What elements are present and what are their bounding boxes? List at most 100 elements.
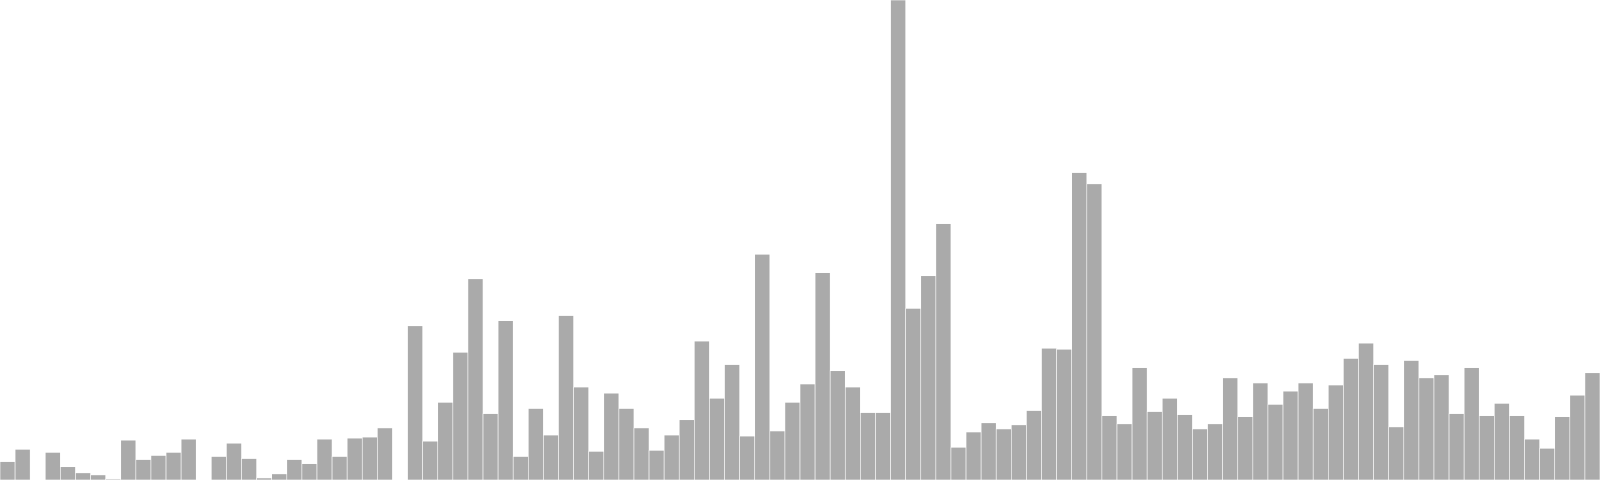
bar-39 — [588, 451, 605, 480]
bar-8 — [120, 439, 137, 480]
bar-79 — [1192, 428, 1208, 480]
bar-87 — [1312, 408, 1329, 480]
bar-31 — [467, 278, 484, 480]
bar-21 — [316, 438, 333, 480]
bar-23 — [346, 437, 363, 480]
bar-37 — [558, 315, 574, 480]
bar-67 — [1011, 424, 1027, 480]
bar-85 — [1282, 390, 1299, 480]
bar-11 — [165, 452, 182, 480]
bar-34 — [512, 456, 529, 480]
bar-55 — [829, 370, 846, 480]
bar-70 — [1056, 348, 1072, 480]
bar-25 — [377, 427, 393, 480]
bar-59 — [890, 0, 906, 480]
bar-48 — [724, 364, 740, 480]
bar-1 — [14, 449, 31, 480]
bar-66 — [995, 428, 1012, 480]
bar-15 — [226, 442, 242, 480]
bar-84 — [1267, 404, 1284, 480]
bar-103 — [1554, 416, 1571, 480]
bar-44 — [663, 434, 680, 480]
bar-19 — [286, 459, 303, 480]
bar-10 — [150, 455, 167, 480]
bar-54 — [814, 272, 831, 480]
bar-0 — [0, 461, 16, 480]
bar-5 — [75, 472, 91, 480]
bar-6 — [90, 474, 106, 480]
bar-40 — [603, 392, 620, 480]
bar-41 — [618, 408, 635, 480]
bar-96 — [1448, 413, 1465, 480]
bar-32 — [482, 413, 499, 480]
bar-12 — [180, 438, 197, 480]
bar-81 — [1222, 377, 1239, 480]
bar-104 — [1569, 394, 1586, 480]
bar-75 — [1131, 367, 1148, 480]
bar-74 — [1116, 423, 1133, 480]
bar-101 — [1524, 438, 1540, 480]
bar-78 — [1177, 414, 1193, 480]
bar-105 — [1584, 372, 1600, 480]
bar-3 — [44, 452, 61, 480]
bar-33 — [497, 320, 514, 480]
bar-28 — [422, 440, 439, 480]
bar-100 — [1509, 415, 1525, 480]
bar-35 — [527, 408, 544, 480]
bar-94 — [1418, 377, 1435, 480]
bar-30 — [452, 352, 469, 480]
bar-69 — [1041, 347, 1057, 480]
bar-24 — [361, 436, 378, 480]
bar-97 — [1463, 367, 1480, 480]
bar-64 — [965, 431, 982, 480]
bar-9 — [135, 459, 152, 480]
bar-42 — [633, 427, 650, 480]
bar-49 — [739, 435, 756, 480]
bar-45 — [678, 419, 695, 480]
bar-65 — [980, 422, 997, 480]
bar-43 — [648, 450, 665, 480]
bar-46 — [694, 340, 710, 480]
bar-90 — [1358, 342, 1374, 480]
bar-88 — [1328, 384, 1344, 480]
bar-56 — [844, 386, 861, 480]
bar-57 — [860, 412, 876, 480]
bar-16 — [241, 458, 257, 480]
bar-14 — [211, 456, 227, 480]
bar-91 — [1373, 364, 1389, 480]
bar-71 — [1071, 172, 1088, 480]
bar-86 — [1297, 382, 1314, 480]
bar-51 — [769, 430, 786, 480]
bar-61 — [920, 275, 937, 480]
bar-82 — [1237, 416, 1254, 480]
bar-22 — [331, 456, 348, 480]
bar-29 — [437, 402, 454, 480]
bar-77 — [1161, 397, 1178, 480]
bar-53 — [799, 383, 816, 480]
bar-36 — [543, 434, 559, 480]
bar-98 — [1478, 415, 1495, 480]
bar-68 — [1026, 410, 1042, 480]
bar-58 — [875, 412, 891, 480]
bar-93 — [1403, 360, 1420, 480]
bar-92 — [1388, 426, 1405, 480]
bar-102 — [1539, 448, 1556, 480]
bar-80 — [1207, 423, 1223, 480]
bar-60 — [905, 308, 922, 480]
bar-47 — [709, 397, 725, 480]
bar-20 — [301, 463, 318, 480]
bar-52 — [784, 402, 801, 480]
bar-89 — [1343, 358, 1359, 480]
bar-76 — [1146, 411, 1163, 480]
bar-27 — [407, 325, 423, 480]
bar-73 — [1101, 415, 1118, 480]
bar-63 — [950, 447, 967, 480]
bar-72 — [1086, 183, 1103, 480]
bar-62 — [935, 223, 952, 480]
bar-38 — [573, 386, 589, 480]
bar-83 — [1252, 382, 1269, 480]
bar-4 — [60, 466, 76, 480]
bar-50 — [754, 254, 771, 480]
